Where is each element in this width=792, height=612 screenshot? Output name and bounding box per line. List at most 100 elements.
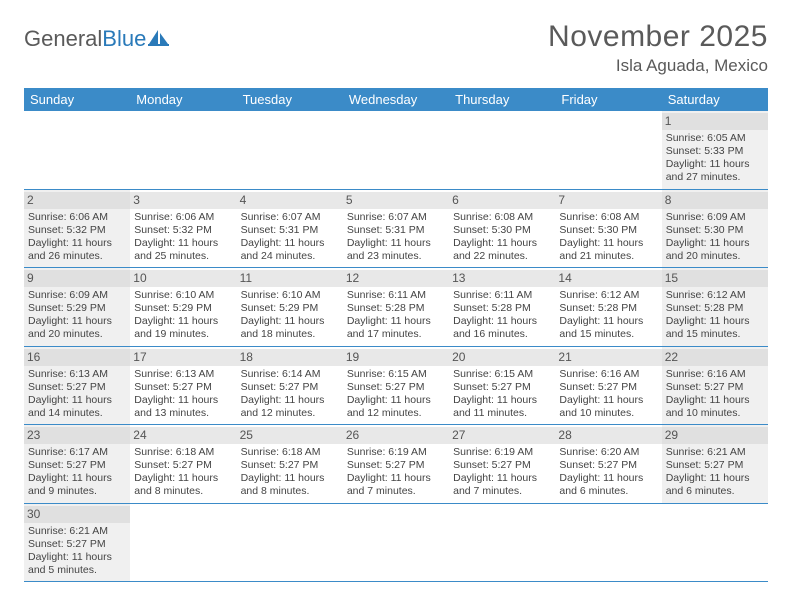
- sunrise-text: Sunrise: 6:06 AM: [28, 211, 126, 224]
- daylight-text: Daylight: 11 hours: [453, 394, 551, 407]
- calendar: SundayMondayTuesdayWednesdayThursdayFrid…: [24, 88, 768, 582]
- empty-cell: [343, 504, 449, 582]
- sunrise-text: Sunrise: 6:09 AM: [28, 289, 126, 302]
- sunset-text: Sunset: 5:32 PM: [28, 224, 126, 237]
- day-cell: 8Sunrise: 6:09 AMSunset: 5:30 PMDaylight…: [662, 190, 768, 268]
- day-header-cell: Saturday: [662, 88, 768, 111]
- day-number: 1: [662, 113, 768, 130]
- daylight-text: and 26 minutes.: [28, 250, 126, 263]
- daylight-text: and 11 minutes.: [453, 407, 551, 420]
- daylight-text: Daylight: 11 hours: [453, 315, 551, 328]
- daylight-text: and 24 minutes.: [241, 250, 339, 263]
- day-number: 22: [662, 349, 768, 366]
- day-cell: 21Sunrise: 6:16 AMSunset: 5:27 PMDayligh…: [555, 347, 661, 425]
- sunset-text: Sunset: 5:27 PM: [241, 381, 339, 394]
- daylight-text: Daylight: 11 hours: [28, 237, 126, 250]
- sunrise-text: Sunrise: 6:21 AM: [28, 525, 126, 538]
- day-number: 29: [662, 427, 768, 444]
- daylight-text: and 15 minutes.: [666, 328, 764, 341]
- day-cell: 7Sunrise: 6:08 AMSunset: 5:30 PMDaylight…: [555, 190, 661, 268]
- daylight-text: Daylight: 11 hours: [134, 394, 232, 407]
- sunset-text: Sunset: 5:27 PM: [28, 381, 126, 394]
- day-number: 5: [343, 192, 449, 209]
- sunset-text: Sunset: 5:28 PM: [453, 302, 551, 315]
- daylight-text: Daylight: 11 hours: [666, 394, 764, 407]
- daylight-text: and 19 minutes.: [134, 328, 232, 341]
- sunset-text: Sunset: 5:27 PM: [559, 459, 657, 472]
- sunrise-text: Sunrise: 6:10 AM: [241, 289, 339, 302]
- sunset-text: Sunset: 5:31 PM: [241, 224, 339, 237]
- day-cell: 19Sunrise: 6:15 AMSunset: 5:27 PMDayligh…: [343, 347, 449, 425]
- empty-cell: [130, 111, 236, 189]
- day-cell: 1Sunrise: 6:05 AMSunset: 5:33 PMDaylight…: [662, 111, 768, 189]
- sunset-text: Sunset: 5:28 PM: [666, 302, 764, 315]
- day-cell: 28Sunrise: 6:20 AMSunset: 5:27 PMDayligh…: [555, 425, 661, 503]
- day-cell: 24Sunrise: 6:18 AMSunset: 5:27 PMDayligh…: [130, 425, 236, 503]
- empty-cell: [662, 504, 768, 582]
- empty-cell: [555, 111, 661, 189]
- day-cell: 12Sunrise: 6:11 AMSunset: 5:28 PMDayligh…: [343, 268, 449, 346]
- day-header-cell: Monday: [130, 88, 236, 111]
- sunrise-text: Sunrise: 6:06 AM: [134, 211, 232, 224]
- sunrise-text: Sunrise: 6:12 AM: [666, 289, 764, 302]
- daylight-text: and 6 minutes.: [559, 485, 657, 498]
- day-cell: 17Sunrise: 6:13 AMSunset: 5:27 PMDayligh…: [130, 347, 236, 425]
- sunrise-text: Sunrise: 6:19 AM: [347, 446, 445, 459]
- logo: GeneralBlue: [24, 26, 170, 52]
- sunrise-text: Sunrise: 6:16 AM: [666, 368, 764, 381]
- sunset-text: Sunset: 5:27 PM: [666, 459, 764, 472]
- daylight-text: Daylight: 11 hours: [559, 315, 657, 328]
- daylight-text: Daylight: 11 hours: [666, 315, 764, 328]
- day-number: 12: [343, 270, 449, 287]
- day-number: 30: [24, 506, 130, 523]
- day-number: 9: [24, 270, 130, 287]
- daylight-text: and 7 minutes.: [347, 485, 445, 498]
- sunset-text: Sunset: 5:29 PM: [28, 302, 126, 315]
- daylight-text: and 5 minutes.: [28, 564, 126, 577]
- sunrise-text: Sunrise: 6:09 AM: [666, 211, 764, 224]
- day-cell: 26Sunrise: 6:19 AMSunset: 5:27 PMDayligh…: [343, 425, 449, 503]
- daylight-text: and 21 minutes.: [559, 250, 657, 263]
- sunset-text: Sunset: 5:29 PM: [134, 302, 232, 315]
- sunrise-text: Sunrise: 6:11 AM: [347, 289, 445, 302]
- sunset-text: Sunset: 5:28 PM: [559, 302, 657, 315]
- daylight-text: Daylight: 11 hours: [241, 394, 339, 407]
- daylight-text: Daylight: 11 hours: [347, 394, 445, 407]
- daylight-text: Daylight: 11 hours: [28, 551, 126, 564]
- daylight-text: Daylight: 11 hours: [559, 237, 657, 250]
- day-number: 27: [449, 427, 555, 444]
- day-number: 7: [555, 192, 661, 209]
- day-cell: 25Sunrise: 6:18 AMSunset: 5:27 PMDayligh…: [237, 425, 343, 503]
- daylight-text: Daylight: 11 hours: [241, 237, 339, 250]
- sunrise-text: Sunrise: 6:07 AM: [241, 211, 339, 224]
- daylight-text: and 12 minutes.: [241, 407, 339, 420]
- sunrise-text: Sunrise: 6:13 AM: [134, 368, 232, 381]
- day-cell: 9Sunrise: 6:09 AMSunset: 5:29 PMDaylight…: [24, 268, 130, 346]
- day-number: 26: [343, 427, 449, 444]
- day-number: 8: [662, 192, 768, 209]
- daylight-text: Daylight: 11 hours: [28, 472, 126, 485]
- day-cell: 23Sunrise: 6:17 AMSunset: 5:27 PMDayligh…: [24, 425, 130, 503]
- day-number: 2: [24, 192, 130, 209]
- day-number: 11: [237, 270, 343, 287]
- sunset-text: Sunset: 5:27 PM: [347, 381, 445, 394]
- daylight-text: Daylight: 11 hours: [559, 394, 657, 407]
- daylight-text: Daylight: 11 hours: [28, 394, 126, 407]
- day-header-cell: Friday: [555, 88, 661, 111]
- day-number: 6: [449, 192, 555, 209]
- sunrise-text: Sunrise: 6:14 AM: [241, 368, 339, 381]
- day-number: 4: [237, 192, 343, 209]
- page-header: GeneralBlue November 2025 Isla Aguada, M…: [24, 20, 768, 76]
- logo-sail-icon: [148, 29, 170, 47]
- sunrise-text: Sunrise: 6:10 AM: [134, 289, 232, 302]
- day-header-row: SundayMondayTuesdayWednesdayThursdayFrid…: [24, 88, 768, 111]
- empty-cell: [343, 111, 449, 189]
- day-number: 20: [449, 349, 555, 366]
- daylight-text: Daylight: 11 hours: [666, 472, 764, 485]
- sunrise-text: Sunrise: 6:11 AM: [453, 289, 551, 302]
- sunrise-text: Sunrise: 6:08 AM: [559, 211, 657, 224]
- daylight-text: Daylight: 11 hours: [559, 472, 657, 485]
- sunrise-text: Sunrise: 6:19 AM: [453, 446, 551, 459]
- daylight-text: and 8 minutes.: [241, 485, 339, 498]
- week-row: 16Sunrise: 6:13 AMSunset: 5:27 PMDayligh…: [24, 347, 768, 426]
